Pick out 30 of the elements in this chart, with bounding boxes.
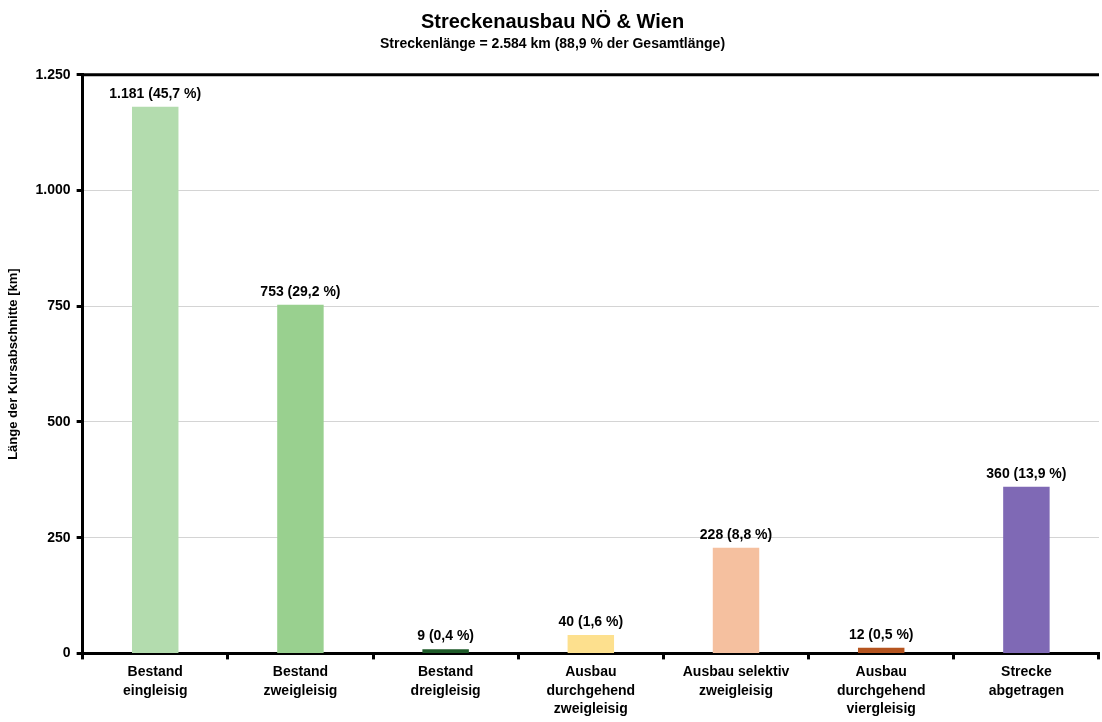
bar — [712, 547, 760, 653]
x-tick-label: Bestand eingleisig — [122, 663, 188, 698]
x-tick-label: Ausbau durchgehend zweigleisig — [546, 663, 636, 716]
y-tick-label: 0 — [62, 644, 71, 661]
data-label: 228 (8,8 %) — [699, 525, 773, 542]
x-tick-label: Ausbau selektiv zweigleisig — [682, 663, 790, 698]
data-label: 1.181 (45,7 %) — [109, 84, 202, 101]
data-label: 40 (1,6 %) — [558, 612, 624, 629]
bar — [132, 106, 179, 653]
y-tick-label: 500 — [47, 412, 71, 429]
data-label: 12 (0,5 %) — [848, 625, 914, 642]
y-axis-title: Länge der Kursabschnitte [km] — [5, 268, 21, 460]
bar — [857, 647, 905, 653]
bar — [422, 649, 469, 653]
data-label: 360 (13,9 %) — [986, 464, 1067, 481]
x-tick-label: Bestand zweigleisig — [263, 663, 338, 698]
chart-title: Streckenausbau NÖ & Wien — [420, 9, 685, 32]
x-tick-label: Strecke abgetragen — [988, 663, 1065, 698]
y-tick-label: 1.000 — [35, 181, 71, 198]
data-label: 9 (0,4 %) — [417, 627, 475, 644]
y-tick-label: 1.250 — [35, 65, 71, 82]
y-tick-label: 750 — [47, 297, 71, 314]
bar — [1003, 486, 1050, 653]
chart-subtitle: Streckenlänge = 2.584 km (88,9 % der Gesamtlänge) — [379, 35, 726, 52]
x-tick-label: Bestand dreigleisig — [410, 663, 481, 698]
data-label: 753 (29,2 %) — [260, 282, 341, 299]
y-tick-label: 250 — [47, 528, 71, 545]
x-tick-label: Ausbau durchgehend viergleisig — [836, 663, 926, 716]
bar — [567, 634, 615, 653]
bar — [277, 304, 324, 653]
